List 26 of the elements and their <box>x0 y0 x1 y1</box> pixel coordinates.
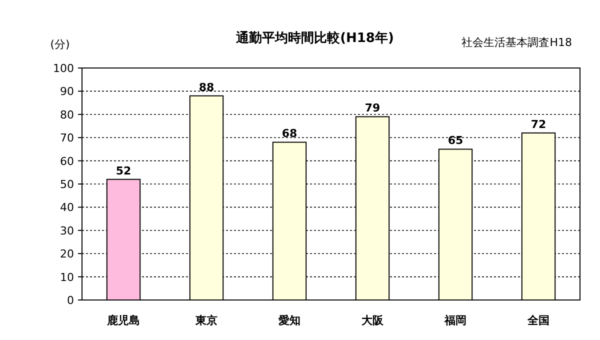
y-tick-label: 70 <box>60 132 74 145</box>
y-tick-label: 100 <box>53 62 74 75</box>
x-tick-label: 鹿児島 <box>106 314 140 327</box>
y-tick-label: 50 <box>60 178 74 191</box>
data-label: 72 <box>530 118 546 131</box>
chart-title: 通勤平均時間比較(H18年) <box>235 30 394 46</box>
data-label: 79 <box>364 102 380 115</box>
text: 社会生活基本調査H18 <box>462 36 572 49</box>
y-tick-label: 0 <box>67 294 74 307</box>
y-tick-label: 90 <box>60 85 74 98</box>
y-tick-label: 30 <box>60 224 74 238</box>
data-label: 68 <box>282 127 298 140</box>
y-axis-title: (分) <box>50 38 70 51</box>
data-label: 65 <box>448 134 464 148</box>
y-tick-label: 40 <box>60 201 74 214</box>
y-tick-label: 10 <box>60 270 74 284</box>
y-tick-label: 80 <box>60 108 74 122</box>
y-tick-label: 20 <box>60 248 74 261</box>
data-label: 88 <box>198 80 214 94</box>
x-tick-label: 福岡 <box>444 314 466 327</box>
x-tick-label: 全国 <box>526 314 550 327</box>
data-label: 52 <box>116 164 132 178</box>
y-tick-label: 60 <box>60 154 74 168</box>
x-tick-label: 大阪 <box>362 314 384 327</box>
x-tick-label: 愛知 <box>278 314 300 327</box>
x-tick-label: 東京 <box>194 314 218 327</box>
